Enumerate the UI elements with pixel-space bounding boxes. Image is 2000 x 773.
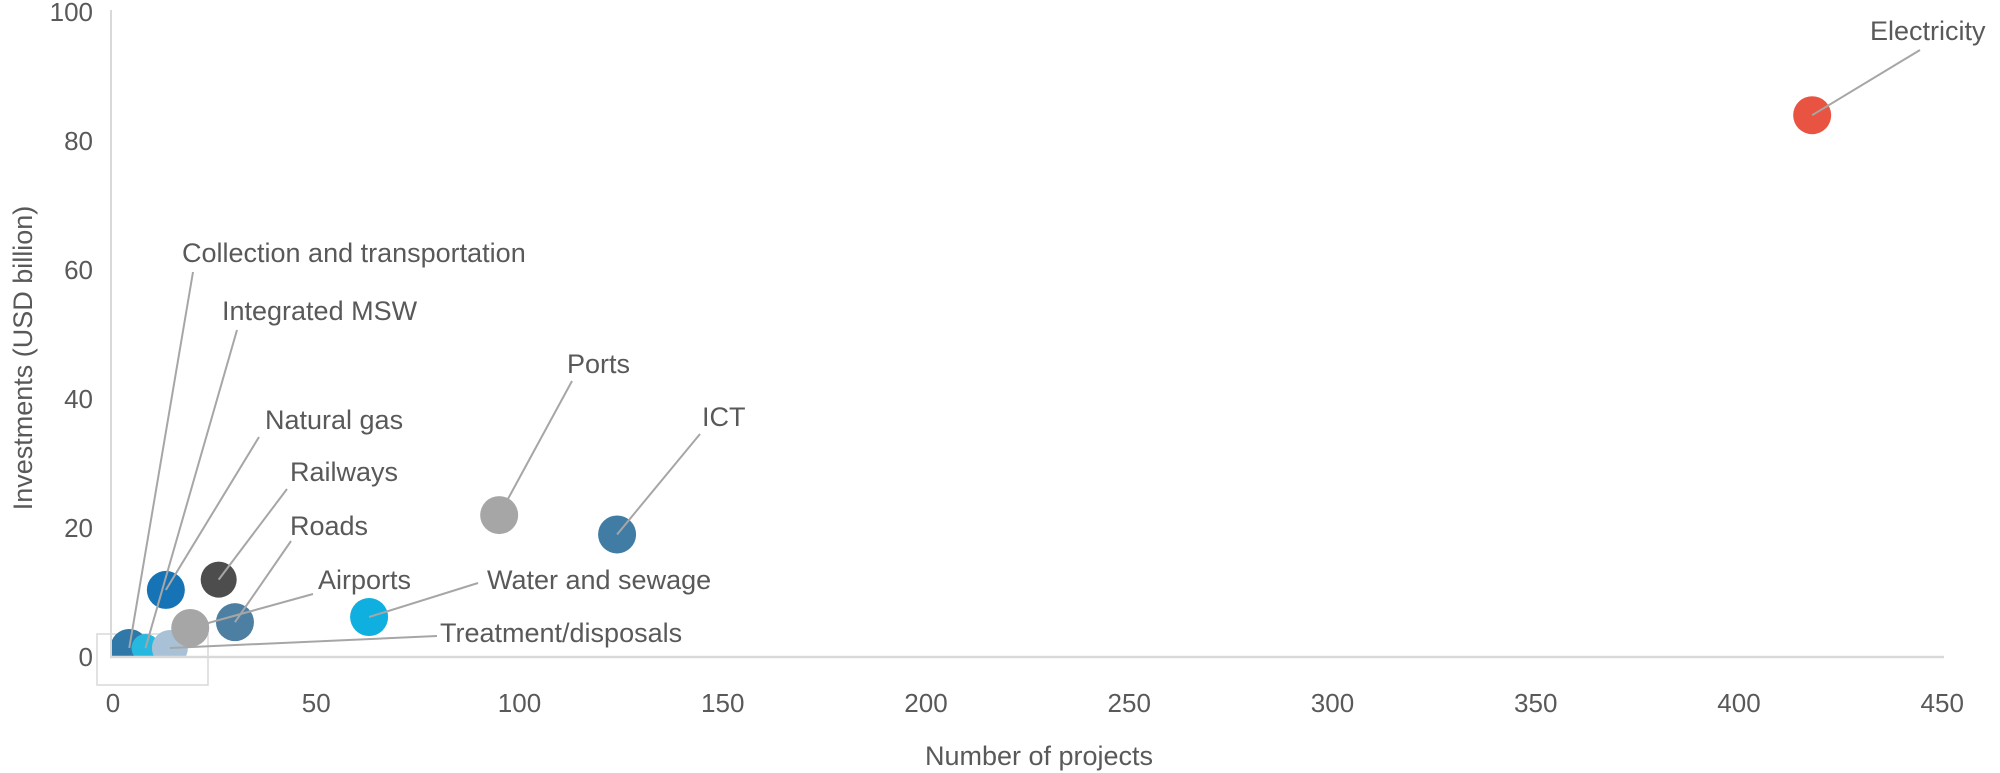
y-tick-80: 80 bbox=[64, 126, 93, 156]
label-airports: Airports bbox=[318, 565, 411, 595]
x-tick-450: 450 bbox=[1921, 688, 1964, 718]
x-tick-50: 50 bbox=[302, 688, 331, 718]
x-tick-100: 100 bbox=[498, 688, 541, 718]
leader-line-electricity bbox=[1811, 49, 1921, 117]
label-roads: Roads bbox=[290, 511, 368, 541]
leader-line-railways bbox=[217, 488, 288, 581]
label-railways: Railways bbox=[290, 457, 398, 487]
y-tick-40: 40 bbox=[64, 384, 93, 414]
label-electricity: Electricity bbox=[1870, 16, 1986, 46]
label-natural_gas: Natural gas bbox=[265, 405, 403, 435]
label-ports: Ports bbox=[567, 349, 630, 379]
leader-line-treatment bbox=[169, 635, 438, 649]
x-tick-200: 200 bbox=[904, 688, 947, 718]
x-tick-150: 150 bbox=[701, 688, 744, 718]
leader-line-ict bbox=[616, 433, 701, 536]
x-tick-300: 300 bbox=[1311, 688, 1354, 718]
leader-line-ports bbox=[498, 380, 573, 516]
leader-line-integrated_msw bbox=[144, 329, 238, 649]
x-axis-title: Number of projects bbox=[925, 741, 1153, 771]
leader-line-airports bbox=[189, 593, 314, 629]
label-treatment: Treatment/disposals bbox=[440, 618, 682, 648]
x-tick-350: 350 bbox=[1514, 688, 1557, 718]
label-collection: Collection and transportation bbox=[182, 238, 526, 268]
leader-line-roads bbox=[234, 540, 292, 623]
origin-artifact-box bbox=[96, 633, 209, 686]
y-tick-0: 0 bbox=[79, 642, 93, 672]
leader-line-natural_gas bbox=[164, 436, 260, 591]
y-axis-ticks: 0 20 40 60 80 100 bbox=[50, 0, 93, 672]
leader-lines-group bbox=[128, 49, 1921, 649]
label-water_sewage: Water and sewage bbox=[487, 565, 711, 595]
label-ict: ICT bbox=[702, 402, 746, 432]
y-tick-100: 100 bbox=[50, 0, 93, 27]
x-tick-0: 0 bbox=[106, 688, 120, 718]
y-axis-title: Investments (USD billion) bbox=[8, 206, 38, 511]
x-tick-400: 400 bbox=[1717, 688, 1760, 718]
x-axis-ticks: 0 50 100 150 200 250 300 350 400 450 bbox=[106, 688, 1964, 718]
leader-line-water_sewage bbox=[368, 582, 479, 618]
x-tick-250: 250 bbox=[1108, 688, 1151, 718]
y-tick-20: 20 bbox=[64, 513, 93, 543]
leader-line-collection bbox=[128, 271, 194, 649]
label-integrated_msw: Integrated MSW bbox=[222, 296, 418, 326]
y-tick-60: 60 bbox=[64, 255, 93, 285]
point-labels-group: Collection and transportation Integrated … bbox=[182, 16, 1986, 648]
